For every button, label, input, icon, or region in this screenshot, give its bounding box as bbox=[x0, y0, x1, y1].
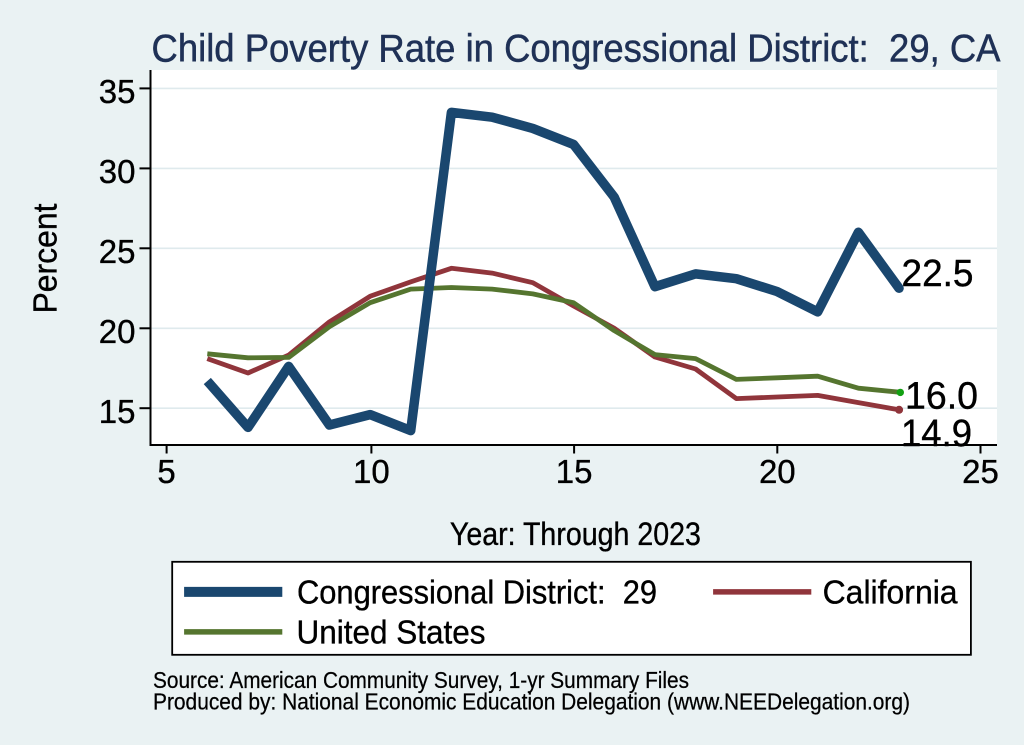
svg-text:Source: American Community Sur: Source: American Community Survey, 1-yr … bbox=[153, 667, 689, 693]
svg-text:United States: United States bbox=[297, 614, 486, 651]
svg-text:16.0: 16.0 bbox=[905, 375, 978, 417]
svg-text:20: 20 bbox=[759, 453, 796, 490]
svg-text:10: 10 bbox=[353, 453, 390, 490]
svg-text:5: 5 bbox=[157, 453, 175, 490]
svg-text:35: 35 bbox=[99, 73, 136, 110]
svg-text:20: 20 bbox=[99, 313, 136, 350]
svg-text:15: 15 bbox=[99, 393, 136, 430]
svg-text:14.9: 14.9 bbox=[901, 413, 972, 455]
svg-text:Child Poverty Rate in Congress: Child Poverty Rate in Congressional Dist… bbox=[152, 28, 1001, 71]
svg-text:Percent: Percent bbox=[27, 204, 64, 314]
svg-text:25: 25 bbox=[962, 453, 999, 490]
svg-text:15: 15 bbox=[556, 453, 593, 490]
svg-text:25: 25 bbox=[99, 233, 136, 270]
svg-text:Year: Through 2023: Year: Through 2023 bbox=[450, 516, 701, 552]
svg-text:30: 30 bbox=[99, 153, 136, 190]
svg-text:22.5: 22.5 bbox=[902, 253, 974, 295]
svg-text:Produced by: National Economic: Produced by: National Economic Education… bbox=[153, 688, 910, 714]
svg-text:Congressional District: 29: Congressional District: 29 bbox=[297, 574, 657, 611]
svg-text:California: California bbox=[823, 574, 959, 611]
